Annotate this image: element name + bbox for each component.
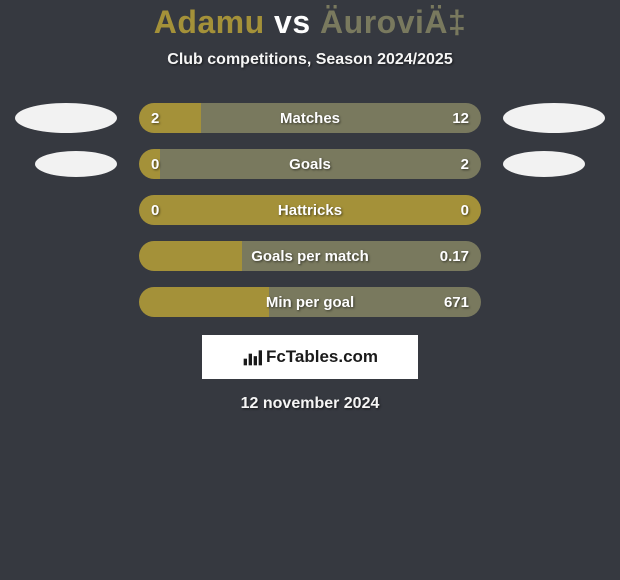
stat-bar: 0Hattricks0 — [139, 195, 481, 225]
brand-box: FcTables.com — [202, 335, 418, 379]
stat-row: 2Matches12 — [0, 103, 620, 133]
date: 12 november 2024 — [0, 395, 620, 413]
brand-text: FcTables.com — [266, 347, 378, 367]
title-vs: vs — [265, 4, 320, 40]
title-player2: ÄuroviÄ‡ — [320, 4, 466, 40]
player2-badge — [503, 103, 605, 133]
stat-row: Min per goal671 — [0, 287, 620, 317]
stat-label: Goals — [139, 149, 481, 179]
player2-badge — [503, 151, 585, 177]
stat-bar: Goals per match0.17 — [139, 241, 481, 271]
stat-bar: 0Goals2 — [139, 149, 481, 179]
stat-value-player2: 12 — [452, 103, 469, 133]
stat-value-player2: 0 — [461, 195, 469, 225]
stat-label: Min per goal — [139, 287, 481, 317]
stat-label: Matches — [139, 103, 481, 133]
stat-label: Hattricks — [139, 195, 481, 225]
title-player1: Adamu — [154, 4, 265, 40]
stat-value-player2: 671 — [444, 287, 469, 317]
stat-bar: Min per goal671 — [139, 287, 481, 317]
stat-value-player2: 0.17 — [440, 241, 469, 271]
barchart-icon — [242, 347, 262, 367]
stat-label: Goals per match — [139, 241, 481, 271]
stat-bar: 2Matches12 — [139, 103, 481, 133]
stat-row: 0Hattricks0 — [0, 195, 620, 225]
player1-badge — [35, 151, 117, 177]
player1-badge — [15, 103, 117, 133]
stat-row: 0Goals2 — [0, 149, 620, 179]
stat-row: Goals per match0.17 — [0, 241, 620, 271]
stat-value-player2: 2 — [461, 149, 469, 179]
subtitle: Club competitions, Season 2024/2025 — [0, 51, 620, 69]
stat-rows: 2Matches120Goals20Hattricks0Goals per ma… — [0, 103, 620, 317]
